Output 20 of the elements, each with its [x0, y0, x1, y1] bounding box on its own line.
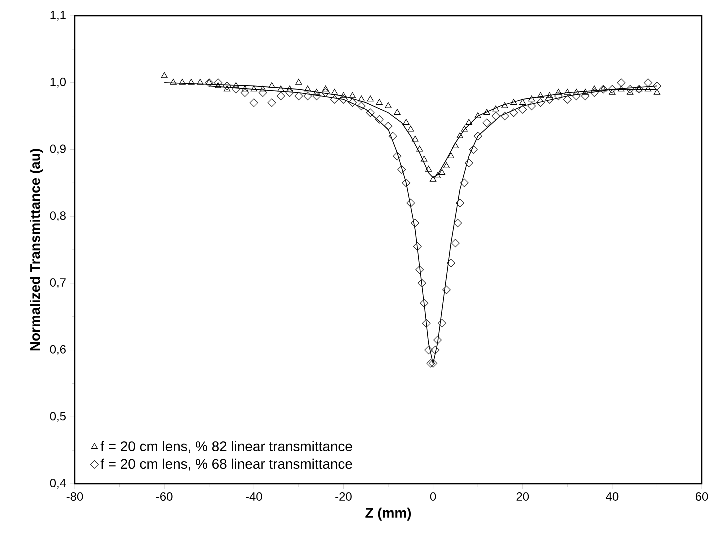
- x-tick-label: 40: [606, 492, 619, 501]
- x-axis-title: Z (mm): [366, 508, 412, 521]
- x-tick-label: -60: [156, 492, 173, 501]
- y-axis-title: Normalized Transmittance (au): [30, 149, 44, 351]
- x-tick-label: 60: [696, 492, 708, 501]
- y-tick-label: 0,9: [50, 144, 66, 155]
- y-tick-label: 0,6: [50, 345, 66, 356]
- x-tick-label: 0: [430, 492, 436, 501]
- y-tick-label: 0,8: [50, 212, 66, 222]
- y-tick-label: 0,5: [50, 412, 66, 422]
- x-tick-label: -20: [336, 492, 352, 501]
- x-tick-label: 20: [516, 492, 530, 501]
- x-tick-label: -40: [246, 492, 262, 501]
- x-tick-label: -80: [66, 492, 84, 501]
- legend-label: f = 20 cm lens, % 82 linear transmittance: [100, 441, 352, 454]
- y-tick-label: 0,4: [50, 479, 66, 489]
- y-tick-label: 0,7: [50, 278, 66, 288]
- legend-label: f = 20 cm lens, % 68 linear transmittance: [100, 458, 352, 471]
- y-tick-label: 1,0: [50, 78, 66, 88]
- y-tick-label: 1,1: [50, 11, 66, 21]
